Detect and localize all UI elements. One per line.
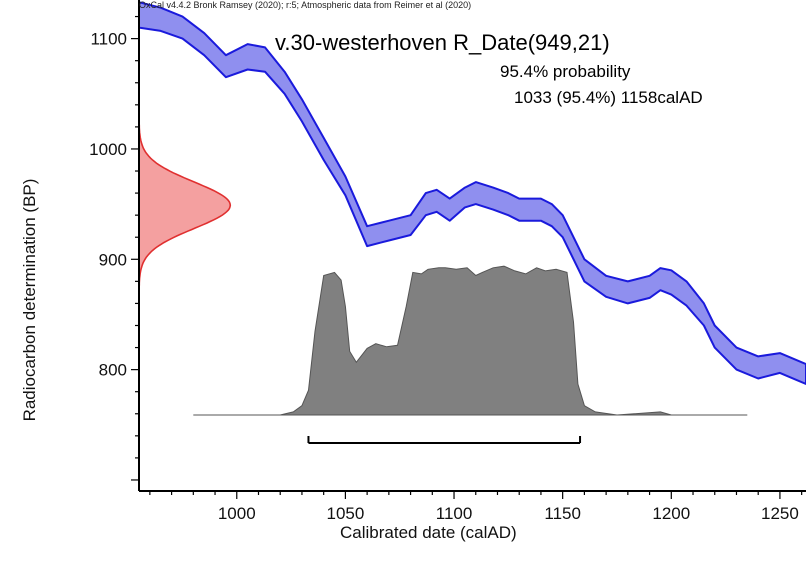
calibration-curve-band — [139, 1, 806, 385]
y-tick-label: 900 — [99, 250, 127, 269]
software-credit: OxCal v4.4.2 Bronk Ramsey (2020); r:5; A… — [139, 0, 472, 10]
x-tick-label: 1250 — [761, 504, 799, 523]
chart-title: v.30-westerhoven R_Date(949,21) — [275, 30, 610, 55]
x-tick-label: 1150 — [544, 504, 581, 523]
calibrated-range-label: 1033 (95.4%) 1158calAD — [514, 88, 703, 107]
measurement-distribution — [139, 107, 232, 303]
x-tick-label: 1000 — [218, 504, 256, 523]
y-tick-label: 1000 — [89, 140, 127, 159]
y-axis-label: Radiocarbon determination (BP) — [20, 178, 39, 422]
plot-inner — [139, 1, 806, 416]
x-tick-label: 1100 — [436, 504, 473, 523]
x-tick-label: 1050 — [326, 504, 364, 523]
x-tick-label: 1200 — [652, 504, 690, 523]
probability-label: 95.4% probability — [500, 62, 631, 81]
y-tick-label: 1100 — [90, 30, 127, 49]
y-tick-label: 800 — [99, 361, 127, 380]
plot-area: 1000 1050 1100 1150 1200 1250 800 900 1000 1100 — [89, 0, 806, 523]
x-axis-label: Calibrated date (calAD) — [340, 523, 517, 542]
calibrated-distribution — [193, 265, 748, 416]
